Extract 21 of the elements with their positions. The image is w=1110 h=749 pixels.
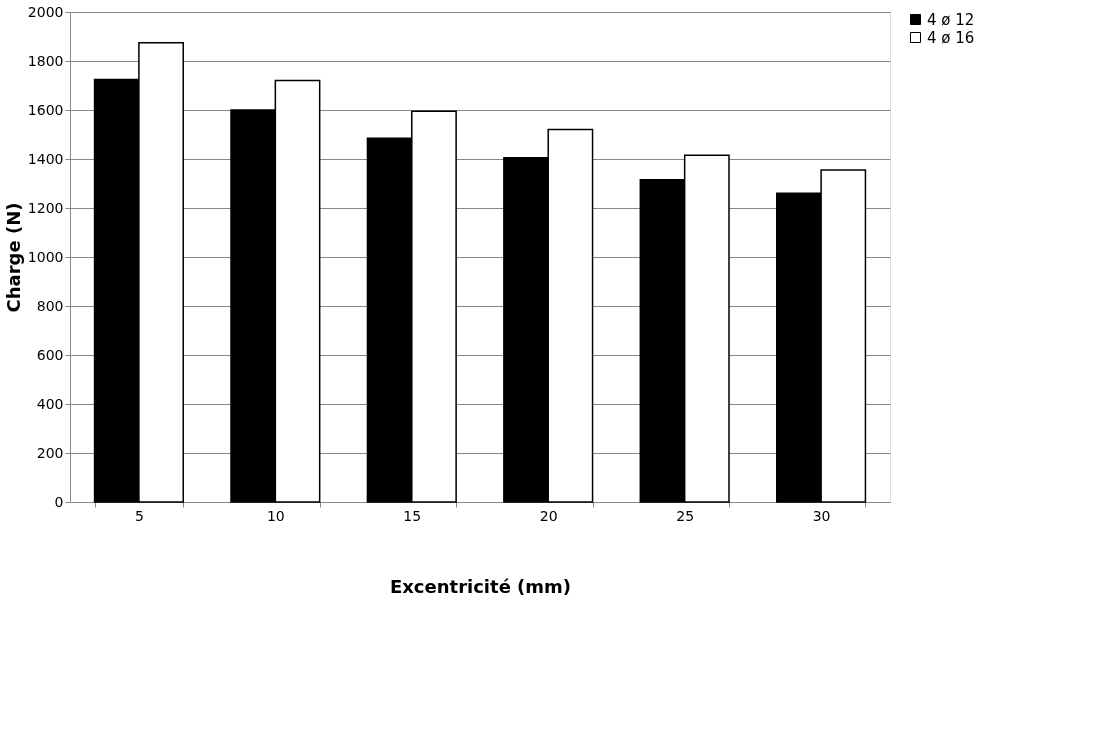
- x-tick-label: 15: [403, 507, 422, 524]
- x-axis-title: Excentricité (mm): [389, 575, 572, 597]
- x-tick-label: 20: [539, 507, 558, 524]
- y-tick-label: 0: [54, 493, 64, 510]
- y-tick-label: 600: [36, 346, 64, 363]
- x-tick-label: 30: [812, 507, 831, 524]
- y-tick-label: 200: [36, 444, 64, 461]
- x-tick-label: 10: [266, 507, 285, 524]
- y-tick-label: 1000: [27, 248, 64, 265]
- y-tick-label: 2000: [27, 3, 64, 20]
- y-tick-label: 1800: [27, 52, 64, 69]
- x-tick-label: 25: [676, 507, 695, 524]
- y-axis-title: Charge (N): [2, 202, 24, 313]
- legend-label: 4 ø 12: [927, 10, 975, 29]
- y-tick-label: 400: [36, 395, 64, 412]
- legend-label: 4 ø 16: [927, 28, 975, 47]
- y-tick-label: 1600: [27, 101, 64, 118]
- y-tick-label: 1200: [27, 199, 64, 216]
- x-tick-label: 5: [134, 507, 144, 524]
- y-tick-label: 1400: [27, 150, 64, 167]
- y-tick-label: 800: [36, 297, 64, 314]
